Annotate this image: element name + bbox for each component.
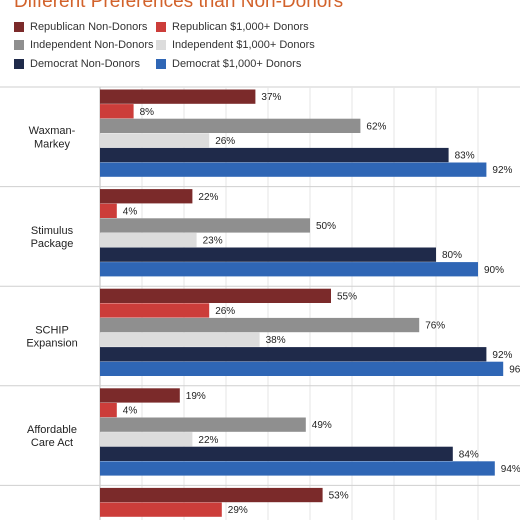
legend-item-democrat-donors: Democrat $1,000+ Donors [156,57,301,71]
category-label: SCHIP Expansion [26,324,77,349]
bar [100,147,449,163]
legend-swatch [156,40,166,50]
data-label: 94% [501,464,520,475]
legend-label: Democrat Non-Donors [30,58,141,70]
legend-label: Independent $1,000+ Donors [172,39,315,51]
data-label: 92% [492,165,512,176]
category-label-line: Stimulus [31,225,74,237]
data-label: 26% [215,306,235,317]
data-label: 96% [509,364,520,375]
legend-label: Independent Non-Donors [30,39,154,51]
data-label: 38% [266,335,286,346]
chart-title: Different Preferences than Non-Donors [14,0,344,12]
data-label: 53% [329,491,349,502]
legend-swatch [156,59,166,69]
category-label: Waxman-Markey [29,125,76,150]
category-label-line: Affordable [27,424,77,436]
data-label: 76% [425,321,445,332]
bar [100,446,453,461]
data-label: 55% [337,291,357,302]
bar [100,104,134,119]
legend-item-democrat-non-donors: Democrat Non-Donors [14,57,140,71]
bar [100,203,117,218]
category-label-line: SCHIP [35,324,69,336]
data-label: 83% [455,151,475,162]
chart-legend: Republican Non-Donors Republican $1,000+… [14,20,514,80]
legend-item-republican-non-donors: Republican Non-Donors [14,20,147,34]
legend-item-independent-non-donors: Independent Non-Donors [14,38,154,52]
legend-swatch [156,22,166,32]
bar [100,347,487,362]
category-label-line: Care Act [31,437,73,449]
data-label: 80% [442,250,462,261]
data-label: 4% [123,406,138,417]
bar [100,317,420,333]
bar [100,247,436,262]
category-label-line: Waxman- [29,125,76,137]
legend-label: Democrat $1,000+ Donors [172,58,302,70]
data-label: 8% [140,107,155,118]
data-label: 37% [261,92,281,103]
bar [100,288,331,303]
bar [100,118,361,133]
data-label: 62% [366,121,386,132]
legend-item-republican-donors: Republican $1,000+ Donors [156,20,309,34]
bar [100,89,256,104]
category-label: Stimulus Package [31,225,74,250]
bar [100,218,310,233]
bar [100,133,210,148]
bar [100,332,260,347]
bar [100,232,197,248]
data-label: 22% [198,192,218,203]
data-label: 4% [123,206,138,217]
legend-swatch [14,22,24,32]
category-label: Affordable Care Act [27,424,77,449]
bar [100,303,210,318]
legend-swatch [14,59,24,69]
bar [100,417,306,432]
bar [100,189,193,204]
data-label: 23% [203,236,223,247]
data-label: 19% [186,391,206,402]
data-label: 90% [484,265,504,276]
category-label-line: Expansion [26,338,77,350]
data-label: 22% [198,435,218,446]
bar [100,262,478,277]
bar [100,432,193,447]
bar [100,402,117,418]
bar [100,461,495,476]
data-label: 26% [215,136,235,147]
legend-swatch [14,40,24,50]
legend-label: Republican Non-Donors [30,21,148,33]
bar [100,388,180,403]
bar [100,162,487,177]
bar [100,487,323,503]
legend-label: Republican $1,000+ Donors [172,21,309,33]
bar [100,502,222,517]
data-label: 49% [312,420,332,431]
data-label: 50% [316,221,336,232]
bar [100,361,504,376]
category-label-line: Markey [34,138,71,150]
legend-item-independent-donors: Independent $1,000+ Donors [156,38,315,52]
category-label-line: Package [31,238,74,250]
data-label: 92% [492,350,512,361]
data-label: 29% [228,505,248,516]
data-label: 84% [459,449,479,460]
